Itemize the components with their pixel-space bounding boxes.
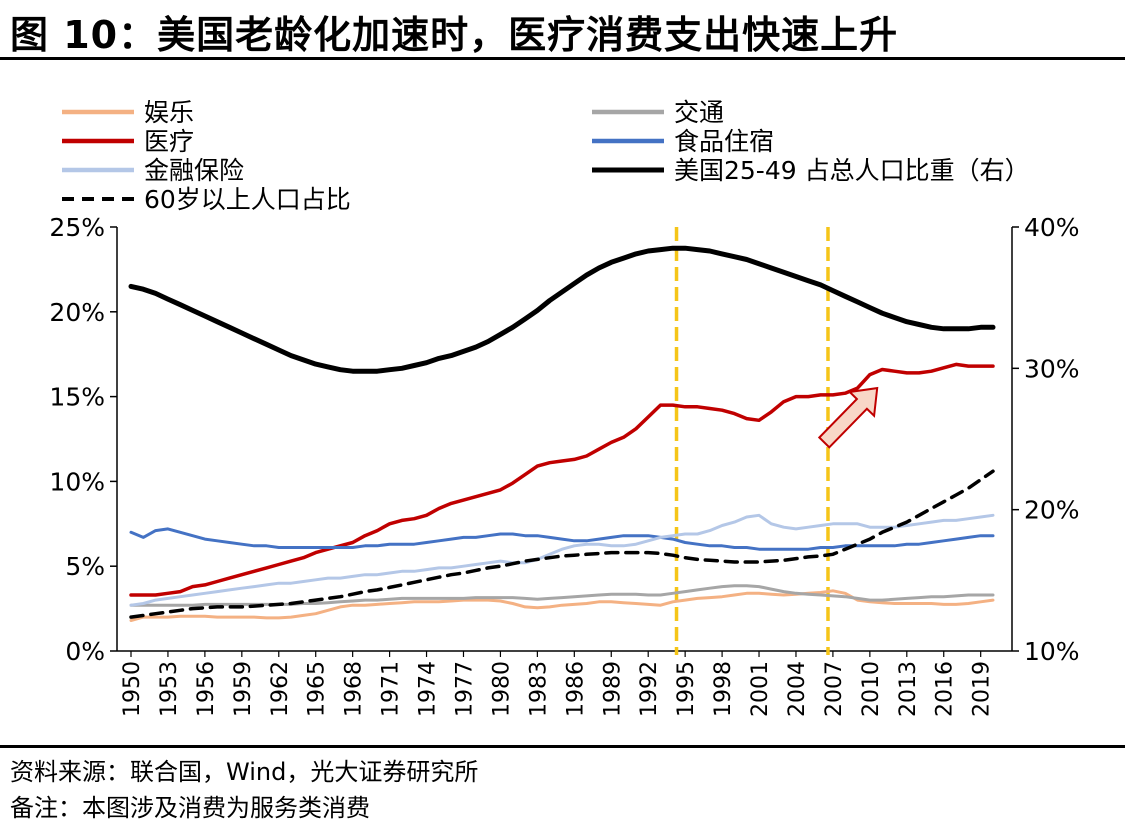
x-tick-label: 1950 [120,661,145,717]
footnote: 备注：本图涉及消费为服务类消费 [10,794,370,822]
series-line [129,513,995,607]
x-tick-label: 2019 [970,661,995,717]
x-tick-label: 1980 [489,661,514,717]
series-layer [128,245,996,622]
x-tick-label: 1953 [157,661,182,717]
x-tick-label: 2007 [822,661,847,717]
x-tick-label: 2001 [748,661,773,717]
y-right-tick-label: 10% [1024,637,1080,666]
figure-title: 图 10：美国老龄化加速时，医疗消费支出快速上升 [10,13,899,57]
x-tick-label: 1971 [379,661,404,717]
x-tick-label: 2013 [896,661,921,717]
y-left-tick-label: 15% [49,383,105,412]
y-right-tick-label: 20% [1024,496,1080,525]
y-right-tick-label: 40% [1024,213,1080,242]
x-tick-label: 1968 [342,661,367,717]
trend-arrow-layer [817,386,879,449]
x-tick-label: 1962 [268,661,293,717]
y-left-tick-label: 5% [65,552,105,581]
legend-label: 娱乐 [144,98,194,127]
trend-arrow [817,386,879,449]
y-left-tick-label: 0% [65,637,105,666]
title-divider [0,57,1125,60]
x-tick-label: 1965 [305,661,330,717]
x-tick-label: 2004 [785,661,810,717]
x-tick-label: 1992 [637,661,662,717]
x-tick-label: 1956 [194,661,219,717]
legend-label: 金融保险 [144,156,244,185]
x-tick-label: 1986 [563,661,588,717]
y-left-tick-label: 20% [49,298,105,327]
y-left-tick-label: 10% [49,467,105,496]
x-tick-label: 1998 [711,661,736,717]
legend-label: 60岁以上人口占比 [144,185,351,214]
series-line [129,469,995,619]
legend-label: 交通 [674,98,724,127]
series-line [129,527,995,551]
footer-divider [0,745,1125,748]
legend-label: 美国25-49 占总人口比重（右） [674,156,1030,185]
x-tick-label: 1989 [600,661,625,717]
chart-axes: 0% 5% 10% 15% 20% 25% 10% 20% 30% 40% 1950 1953 1956… [49,213,1079,717]
x-tick-label: 1974 [416,661,441,717]
y-right-tick-label: 30% [1024,354,1080,383]
x-tick-label: 1995 [674,661,699,717]
x-tick-label: 1983 [526,661,551,717]
x-tick-label: 1977 [452,661,477,717]
series-line [129,589,995,622]
series-line [128,245,996,374]
legend-label: 医疗 [144,127,194,156]
x-tick-label: 1959 [231,661,256,717]
legend-label: 食品住宿 [674,127,774,156]
source-note: 资料来源：联合国，Wind，光大证券研究所 [10,758,479,786]
x-tick-label: 2010 [859,661,884,717]
y-left-tick-label: 25% [49,213,105,242]
x-tick-label: 2016 [933,661,958,717]
